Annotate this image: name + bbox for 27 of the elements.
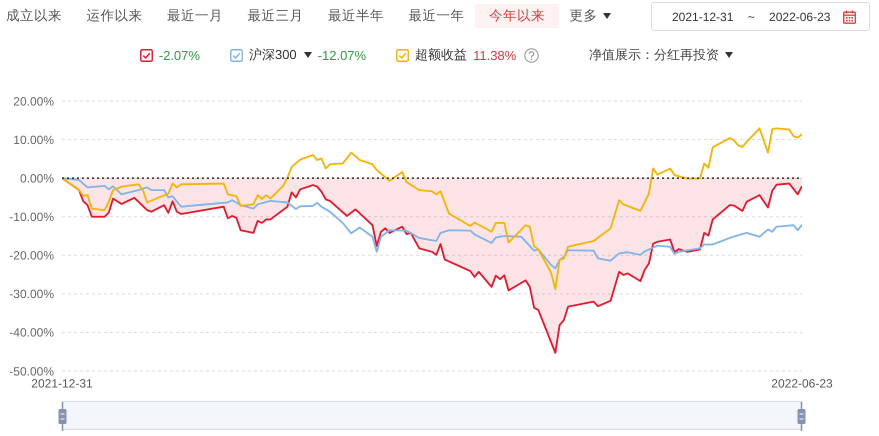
legend-label: 沪深300: [248, 46, 297, 64]
text: 11.38%: [473, 48, 516, 62]
y-tick-label: -40.00%: [9, 326, 54, 340]
y-tick-label: -50.00%: [9, 364, 54, 378]
text: 更多: [570, 7, 598, 25]
y-tick-label: -30.00%: [9, 287, 54, 302]
text: 最近三月: [248, 7, 304, 25]
text: 2021-12-31 ~ 2022-06-23: [672, 10, 830, 24]
text: 成立以来: [6, 7, 62, 25]
x-tick-label: 2022-06-23: [771, 376, 834, 391]
text: 最近一月: [167, 7, 223, 25]
x-tick-label: 2021-12-31: [31, 376, 94, 391]
text: 最近半年: [328, 7, 384, 25]
y-tick-label: -20.00%: [9, 248, 54, 263]
y-tick-label: 0.00%: [20, 171, 54, 186]
text: -12.07%: [318, 48, 366, 62]
text: 今年以来: [489, 7, 545, 25]
y-tick-label: -10.00%: [9, 210, 54, 224]
text: 净值展示：分红再投资: [589, 46, 720, 64]
y-tick-label: 10.00%: [13, 132, 54, 147]
y-tick-label: 20.00%: [13, 94, 54, 108]
text: 运作以来: [86, 7, 142, 25]
line-series: [62, 177, 802, 270]
legend-label: 超额收益: [415, 46, 468, 64]
text: -2.07%: [158, 48, 200, 62]
line-series: [62, 127, 802, 290]
text: 最近一年: [408, 7, 464, 25]
